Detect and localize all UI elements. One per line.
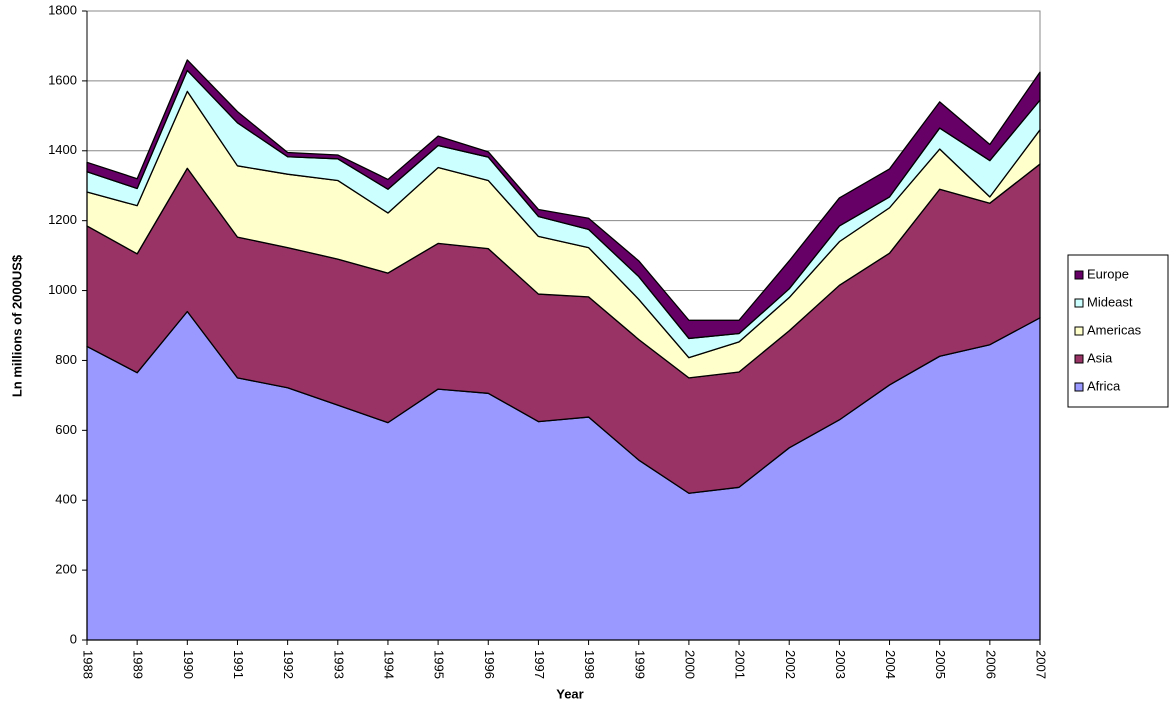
y-tick-label: 0 — [70, 631, 77, 646]
x-tick-label: 1990 — [181, 650, 196, 679]
x-tick-label: 1996 — [482, 650, 497, 679]
legend-label: Africa — [1087, 378, 1121, 393]
legend-label: Mideast — [1087, 294, 1133, 309]
y-tick-label: 200 — [55, 562, 77, 577]
x-tick-label: 1997 — [532, 650, 547, 679]
legend-swatch — [1074, 326, 1084, 336]
y-tick-label: 1000 — [48, 282, 77, 297]
x-tick-label: 1991 — [231, 650, 246, 679]
y-tick-label: 400 — [55, 492, 77, 507]
y-tick-label: 1600 — [48, 72, 77, 87]
y-tick-label: 1800 — [48, 2, 77, 17]
x-tick-label: 1989 — [131, 650, 146, 679]
x-tick-label: 2000 — [682, 650, 697, 679]
x-tick-label: 2005 — [933, 650, 948, 679]
legend-label: Europe — [1087, 266, 1129, 281]
legend-swatch — [1074, 270, 1084, 280]
legend-swatch — [1074, 354, 1084, 364]
x-tick-label: 1995 — [432, 650, 447, 679]
legend-label: Asia — [1087, 350, 1113, 365]
y-tick-label: 1400 — [48, 142, 77, 157]
y-tick-label: 1200 — [48, 212, 77, 227]
legend-swatch — [1074, 382, 1084, 392]
y-tick-label: 800 — [55, 352, 77, 367]
x-tick-label: 1999 — [632, 650, 647, 679]
x-tick-label: 2004 — [883, 650, 898, 679]
x-tick-label: 2003 — [833, 650, 848, 679]
x-tick-label: 1993 — [331, 650, 346, 679]
x-tick-label: 1992 — [281, 650, 296, 679]
area — [86, 59, 1041, 340]
x-tick-label: 1988 — [81, 650, 96, 679]
y-axis-label: Ln millions of 2000US$ — [9, 254, 24, 397]
legend-label: Americas — [1087, 322, 1142, 337]
x-tick-label: 1994 — [382, 650, 397, 679]
x-tick-label: 2007 — [1034, 650, 1049, 679]
x-axis-label: Year — [556, 686, 583, 701]
x-tick-label: 2006 — [983, 650, 998, 679]
y-tick-label: 600 — [55, 422, 77, 437]
x-tick-label: 2002 — [783, 650, 798, 679]
x-tick-label: 1998 — [582, 650, 597, 679]
legend-swatch — [1074, 298, 1084, 308]
x-tick-label: 2001 — [733, 650, 748, 679]
legend-box — [1067, 254, 1169, 408]
